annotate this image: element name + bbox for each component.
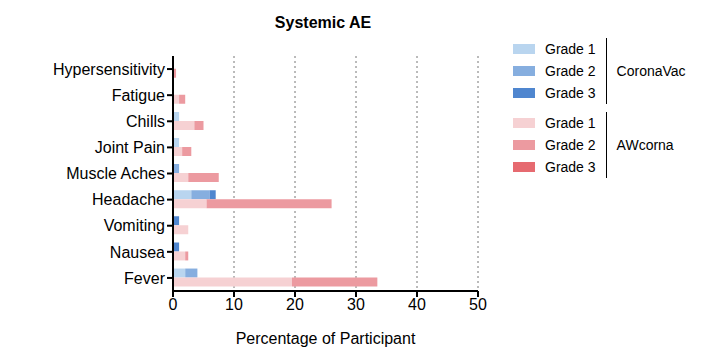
html-text:Systemic AE: Systemic AE [274, 14, 372, 31]
svg-text:Hypersensitivity: Hypersensitivity [53, 61, 165, 78]
svg-text:Vomiting: Vomiting [104, 217, 165, 234]
svg-text:50: 50 [469, 296, 487, 313]
svg-text:Muscle Aches: Muscle Aches [66, 165, 165, 182]
svg-text:Fatigue: Fatigue [112, 87, 165, 104]
svg-text:Chills: Chills [126, 113, 165, 130]
html-text:Grade 3: Grade 3 [545, 159, 596, 175]
svg-text:Percentage of Participant: Percentage of Participant [236, 330, 416, 347]
html-text:Grade 1: Grade 1 [545, 41, 596, 57]
html-text:Grade 1: Grade 1 [545, 115, 596, 131]
svg-text:Headache: Headache [92, 191, 165, 208]
svg-text:Joint Pain: Joint Pain [95, 139, 165, 156]
svg-text:30: 30 [347, 296, 365, 313]
html-text:AWcorna: AWcorna [616, 137, 674, 153]
html-text:Grade 3: Grade 3 [545, 85, 596, 101]
html-text:CoronaVac: CoronaVac [616, 63, 686, 79]
svg-text:40: 40 [408, 296, 426, 313]
svg-text:0: 0 [169, 296, 178, 313]
html-text:Grade 2: Grade 2 [545, 137, 596, 153]
html-text:Grade 2: Grade 2 [545, 63, 596, 79]
svg-text:20: 20 [286, 296, 304, 313]
svg-text:10: 10 [225, 296, 243, 313]
svg-text:Fever: Fever [124, 270, 166, 287]
svg-text:Nausea: Nausea [110, 244, 165, 261]
